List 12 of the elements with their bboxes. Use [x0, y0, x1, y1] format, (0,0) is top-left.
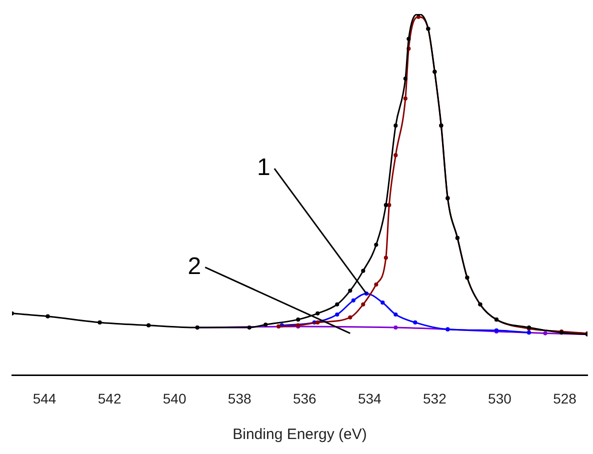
x-tick-label: 530 [488, 390, 512, 406]
x-tick-label: 542 [98, 390, 122, 406]
x-tick-label: 534 [358, 390, 382, 406]
x-tick-label: 540 [162, 390, 186, 406]
annotation: 2 [188, 252, 202, 280]
x-axis-title: Binding Energy (eV) [232, 426, 367, 444]
x-tick-label: 538 [228, 390, 252, 406]
x-tick-label: 544 [32, 390, 56, 406]
x-tick-label: 532 [423, 390, 447, 406]
x-tick-label: 536 [292, 390, 317, 406]
x-tick-label: 528 [553, 390, 577, 406]
annotation: 1 [257, 154, 270, 182]
